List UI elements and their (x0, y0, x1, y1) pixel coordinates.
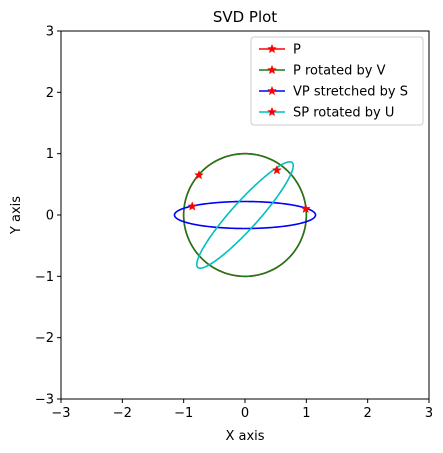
y-tick-label: 0 (46, 209, 54, 224)
plot-area (173, 152, 317, 278)
series-marker-2 (187, 201, 198, 211)
legend-marker-0 (267, 43, 277, 54)
series-line-1 (182, 152, 308, 278)
y-tick-label: 3 (46, 25, 54, 40)
legend-marker-1 (267, 64, 277, 75)
y-tick-label: −3 (35, 393, 54, 408)
series-marker-3 (271, 165, 282, 175)
series-marker-0 (300, 203, 311, 214)
x-axis-label: X axis (225, 429, 264, 444)
x-tick-label: 3 (425, 406, 433, 421)
y-tick-label: −1 (35, 270, 54, 285)
x-tick-label: −2 (113, 406, 132, 421)
x-tick-label: 1 (302, 406, 310, 421)
y-tick-label: −2 (35, 331, 54, 346)
y-tick-label: 1 (46, 147, 54, 162)
legend-marker-2 (267, 85, 277, 96)
legend-label-1: P rotated by V (293, 64, 386, 79)
y-tick-label: 2 (46, 86, 54, 101)
x-tick-label: 2 (364, 406, 372, 421)
legend-box (250, 36, 424, 126)
series-marker-1 (194, 169, 204, 180)
x-tick-label: −1 (174, 406, 193, 421)
axis-ticks: −3 −2 −1 0 1 2 3 −3 −2 −1 0 1 2 3 (35, 25, 433, 422)
x-tick-label: 0 (241, 406, 249, 421)
legend: P P rotated by V VP stretched by S SP rotat… (250, 36, 424, 126)
x-tick-label: −3 (51, 406, 70, 421)
legend-label-3: SP rotated by U (293, 106, 394, 121)
legend-label-2: VP stretched by S (293, 85, 408, 100)
legend-marker-3 (267, 106, 277, 117)
series-line-2 (173, 200, 317, 230)
series-line-3 (195, 161, 295, 269)
chart-title: SVD Plot (213, 8, 277, 26)
legend-label-0: P (293, 43, 301, 58)
y-axis-label: Y axis (9, 196, 24, 235)
